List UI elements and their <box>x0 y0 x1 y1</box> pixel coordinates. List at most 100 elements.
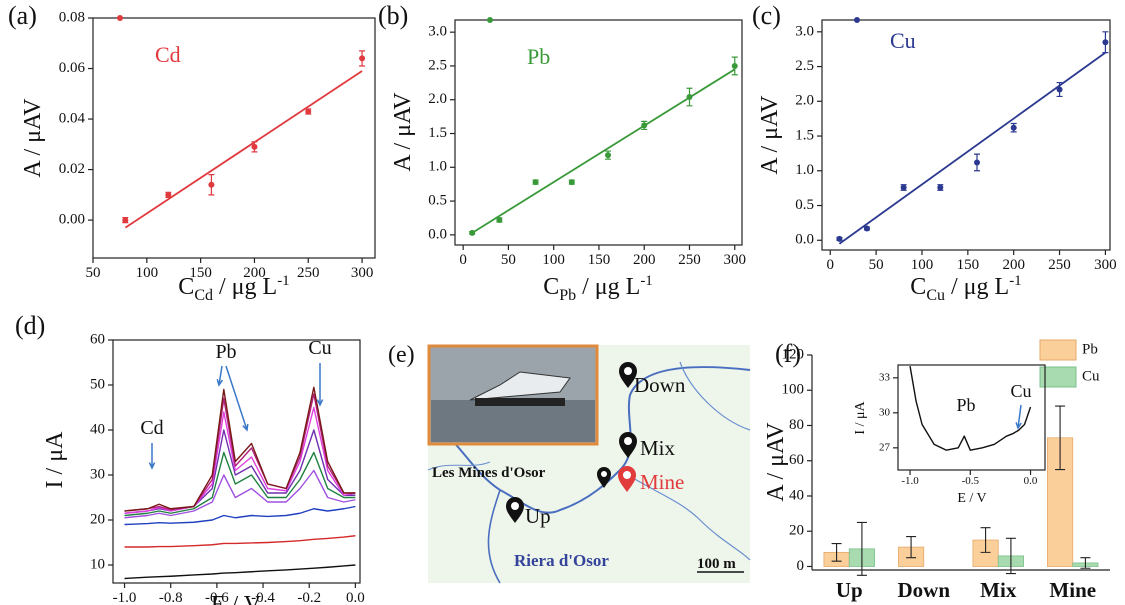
y-tick-label: 10 <box>90 556 105 572</box>
x-tick-label: 300 <box>724 252 747 268</box>
y-axis-label: A / μAV <box>20 98 46 178</box>
panel: (f) 0 20 40 60 80 100 120 A / μAV Up Down Mix Mine Pb… <box>763 339 1110 602</box>
y-tick-label: 30 <box>879 406 891 418</box>
curve <box>124 386 356 512</box>
x-tick-label: -0.5 <box>962 475 980 487</box>
fit-line <box>838 51 1106 245</box>
data-point <box>496 217 503 223</box>
legend-label: Cd <box>155 42 181 67</box>
data-point <box>165 191 172 198</box>
river <box>487 489 501 584</box>
legend-swatch <box>1039 339 1077 361</box>
label-sup: -1 <box>277 273 290 289</box>
curve <box>124 469 356 519</box>
data-point <box>1102 39 1109 46</box>
data-point <box>122 217 129 224</box>
x-tick-label: 50 <box>869 257 884 273</box>
plot-frame <box>112 339 361 584</box>
error-bar <box>1005 537 1016 575</box>
x-axis-label: E / V <box>957 491 986 506</box>
y-axis-label: I / μA <box>42 431 68 489</box>
data-point <box>1056 86 1063 93</box>
marker-label: Down <box>634 373 686 397</box>
y-tick-label: 0.04 <box>59 110 86 126</box>
x-tick-label: 200 <box>1002 257 1025 273</box>
y-tick-label: 120 <box>782 346 805 362</box>
legend-label: Cu <box>890 28 916 53</box>
x-tick-label: Mix <box>980 578 1017 602</box>
y-tick-label: 40 <box>789 487 804 503</box>
x-tick-label: 0 <box>827 257 835 273</box>
annotation: Cu <box>1010 381 1031 401</box>
curve <box>124 393 356 512</box>
annotation: Pb <box>215 341 236 363</box>
y-tick-label: 20 <box>789 523 804 539</box>
y-tick-label: 2.0 <box>795 93 814 109</box>
label-mid: / μg L <box>576 274 640 300</box>
panel-label: (b) <box>378 1 408 30</box>
y-tick-label: 2.5 <box>428 57 447 73</box>
panel-label: (d) <box>15 311 45 340</box>
y-tick-label: 0.5 <box>428 193 447 209</box>
annotation-arrow <box>148 443 156 470</box>
x-tick-label: 50 <box>86 265 101 281</box>
error-bar <box>831 543 842 562</box>
x-tick-label: 100 <box>136 265 159 281</box>
data-point <box>641 122 648 129</box>
x-tick-label: Up <box>836 578 863 602</box>
panel: (a) 0.00 0.02 0.04 0.06 0.08 50 100 150 200 250 300… <box>8 1 376 304</box>
curve <box>124 451 356 517</box>
photo-water <box>431 400 595 442</box>
y-tick-label: 80 <box>789 417 804 433</box>
plot-frame <box>897 364 1046 471</box>
y-tick-label: 60 <box>789 452 804 468</box>
y-tick-label: 0.5 <box>795 197 814 213</box>
marker-label: Mix <box>640 436 676 460</box>
data-point <box>305 108 312 115</box>
x-axis-label: CPb / μg L-1 <box>543 273 653 304</box>
x-tick-label: -1.0 <box>113 590 137 605</box>
x-tick-label: -1.0 <box>901 475 919 487</box>
data-point <box>974 159 981 166</box>
legend-swatch <box>1039 366 1077 388</box>
label-mid: / μg L <box>945 274 1009 300</box>
y-tick-label: 0.06 <box>59 60 86 76</box>
y-tick-label: 0.0 <box>795 232 814 248</box>
x-tick-label: 250 <box>297 265 320 281</box>
panel: (c) 0.0 0.5 1.0 1.5 2.0 2.5 3.0 0 50 100 150 200 250 3… <box>752 1 1117 304</box>
boat <box>469 371 571 401</box>
curve <box>124 535 356 548</box>
x-tick-label: 300 <box>1094 257 1117 273</box>
data-point <box>937 184 944 191</box>
legend-label: Cu <box>1082 368 1100 384</box>
marker-label: Mine <box>640 470 684 494</box>
pin-hole <box>624 437 632 445</box>
label-sup: -1 <box>1009 273 1022 289</box>
x-tick-label: -0.2 <box>297 590 321 605</box>
label-main: C <box>910 274 926 300</box>
data-point <box>900 184 907 191</box>
data-point <box>359 55 366 62</box>
x-tick-label: 150 <box>588 252 611 268</box>
annotation-arrow <box>316 363 324 407</box>
y-tick-label: 20 <box>90 511 105 527</box>
panel: (b) 0.0 0.5 1.0 1.5 2.0 2.5 3.0 0 50 100 150 200 250 3… <box>378 1 746 304</box>
marker-label: Up <box>525 504 551 528</box>
panel: (d) 10 20 30 40 50 60 -1.0 -0.8 -0.6 -0.4 -0.2 0.0 I … <box>15 311 365 605</box>
y-tick-label: 50 <box>90 376 105 392</box>
y-tick-label: 0.0 <box>428 226 447 242</box>
data-point <box>532 179 539 186</box>
y-tick-label: 2.0 <box>428 91 447 107</box>
x-tick-label: Down <box>897 578 950 602</box>
annotation: Cd <box>140 417 163 439</box>
annotation-arrow <box>216 365 224 387</box>
data-point <box>731 62 738 69</box>
y-tick-label: 27 <box>879 441 891 453</box>
label-main: C <box>543 274 559 300</box>
x-axis-label: CCd / μg L-1 <box>178 273 289 304</box>
x-tick-label: 250 <box>1048 257 1071 273</box>
curve <box>124 406 356 514</box>
stream <box>427 461 491 471</box>
pin-hole <box>623 471 631 479</box>
